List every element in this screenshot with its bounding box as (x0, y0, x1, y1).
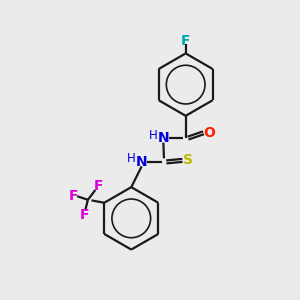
Text: S: S (183, 153, 193, 167)
Text: H: H (148, 129, 157, 142)
Text: F: F (181, 34, 190, 48)
Text: H: H (127, 152, 136, 165)
Text: F: F (94, 179, 103, 194)
Text: N: N (158, 131, 169, 145)
Text: F: F (68, 189, 78, 203)
Text: N: N (136, 155, 148, 169)
Text: O: O (203, 126, 215, 140)
Text: F: F (80, 208, 89, 222)
